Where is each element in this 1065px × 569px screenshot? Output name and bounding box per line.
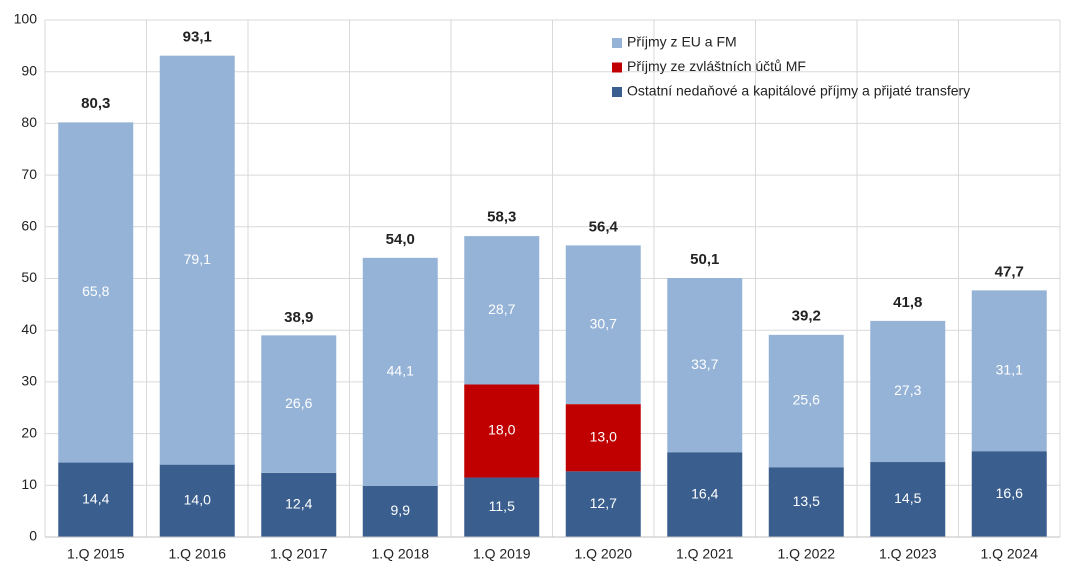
segment-label: 9,9: [391, 502, 411, 518]
segment-label: 13,5: [793, 493, 820, 509]
bar-segment: [464, 236, 540, 385]
bar-segment: [565, 404, 641, 472]
total-label: 41,8: [893, 294, 922, 311]
segment-label: 79,1: [184, 251, 211, 267]
legend-swatch: [612, 87, 622, 97]
x-tick-label: 1.Q 2018: [371, 546, 429, 562]
bar-segment: [159, 55, 235, 465]
x-tick-label: 1.Q 2021: [676, 546, 734, 562]
bar-segment: [565, 245, 641, 405]
segment-label: 12,7: [590, 495, 617, 511]
total-label: 56,4: [589, 218, 619, 235]
y-tick-label: 50: [21, 269, 37, 285]
bar-segment: [362, 485, 438, 537]
total-label: 47,7: [995, 263, 1024, 280]
x-tick-label: 1.Q 2020: [574, 546, 632, 562]
bar-segment: [870, 320, 946, 463]
x-tick-label: 1.Q 2015: [67, 546, 125, 562]
y-tick-label: 0: [29, 528, 37, 544]
y-tick-label: 20: [21, 424, 37, 440]
bar-segment: [464, 477, 540, 537]
bar-segment: [870, 462, 946, 537]
y-tick-label: 10: [21, 476, 37, 492]
y-tick-label: 40: [21, 321, 37, 337]
total-label: 58,3: [487, 209, 516, 226]
bar-segment: [768, 334, 844, 468]
bar-segment: [58, 462, 134, 537]
segment-label: 18,0: [488, 422, 515, 438]
total-label: 50,1: [690, 251, 719, 268]
y-tick-label: 60: [21, 218, 37, 234]
bar-segment: [971, 451, 1047, 537]
legend-label: Příjmy z EU a FM: [627, 34, 737, 50]
segment-label: 14,0: [184, 492, 211, 508]
bar-segment: [667, 452, 743, 537]
segment-label: 27,3: [894, 382, 921, 398]
segment-label: 33,7: [691, 356, 718, 372]
total-label: 54,0: [386, 231, 415, 248]
legend-label: Příjmy ze zvláštních účtů MF: [627, 58, 806, 74]
x-tick-label: 1.Q 2019: [473, 546, 531, 562]
bar-segment: [362, 257, 438, 486]
y-tick-label: 80: [21, 114, 37, 130]
segment-label: 28,7: [488, 301, 515, 317]
total-label: 80,3: [81, 95, 110, 112]
x-tick-label: 1.Q 2017: [270, 546, 328, 562]
bar-segment: [971, 290, 1047, 452]
segment-label: 16,6: [996, 485, 1023, 501]
legend-label: Ostatní nedaňové a kapitálové příjmy a p…: [627, 83, 970, 99]
bar-segment: [261, 335, 337, 473]
segment-label: 44,1: [387, 363, 414, 379]
segment-label: 26,6: [285, 395, 312, 411]
segment-label: 12,4: [285, 496, 312, 512]
segment-label: 16,4: [691, 485, 718, 501]
legend-swatch: [612, 62, 622, 73]
bar-segment: [667, 277, 743, 453]
y-tick-label: 90: [21, 62, 37, 78]
segment-label: 65,8: [82, 283, 109, 299]
segment-label: 31,1: [996, 361, 1023, 377]
x-tick-label: 1.Q 2023: [879, 546, 937, 562]
y-tick-label: 70: [21, 166, 37, 182]
total-label: 93,1: [183, 29, 212, 46]
segment-label: 25,6: [793, 392, 820, 408]
total-label: 39,2: [792, 307, 821, 324]
segment-label: 14,5: [894, 490, 921, 506]
bar-segment: [464, 384, 540, 478]
x-tick-label: 1.Q 2016: [168, 546, 226, 562]
legend-swatch: [612, 38, 622, 48]
segment-label: 13,0: [590, 428, 617, 444]
total-label: 38,9: [284, 309, 313, 326]
bar-segment: [58, 122, 134, 463]
segment-label: 30,7: [590, 315, 617, 331]
bar-segment: [159, 464, 235, 537]
segment-label: 14,4: [82, 490, 109, 506]
bar-segment: [565, 471, 641, 537]
y-tick-label: 100: [14, 11, 38, 27]
bar-segment: [768, 467, 844, 537]
bar-segment: [261, 472, 337, 537]
x-tick-label: 1.Q 2024: [980, 546, 1038, 562]
y-tick-label: 30: [21, 373, 37, 389]
segment-label: 11,5: [489, 498, 515, 514]
x-tick-label: 1.Q 2022: [777, 546, 835, 562]
